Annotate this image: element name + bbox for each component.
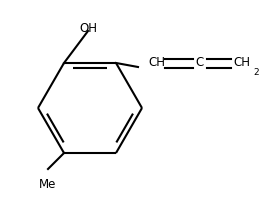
Text: CH: CH: [233, 57, 250, 69]
Text: Me: Me: [39, 178, 57, 191]
Text: CH: CH: [148, 57, 165, 69]
Text: OH: OH: [79, 22, 97, 35]
Text: 2: 2: [253, 68, 258, 77]
Text: C: C: [196, 57, 204, 69]
